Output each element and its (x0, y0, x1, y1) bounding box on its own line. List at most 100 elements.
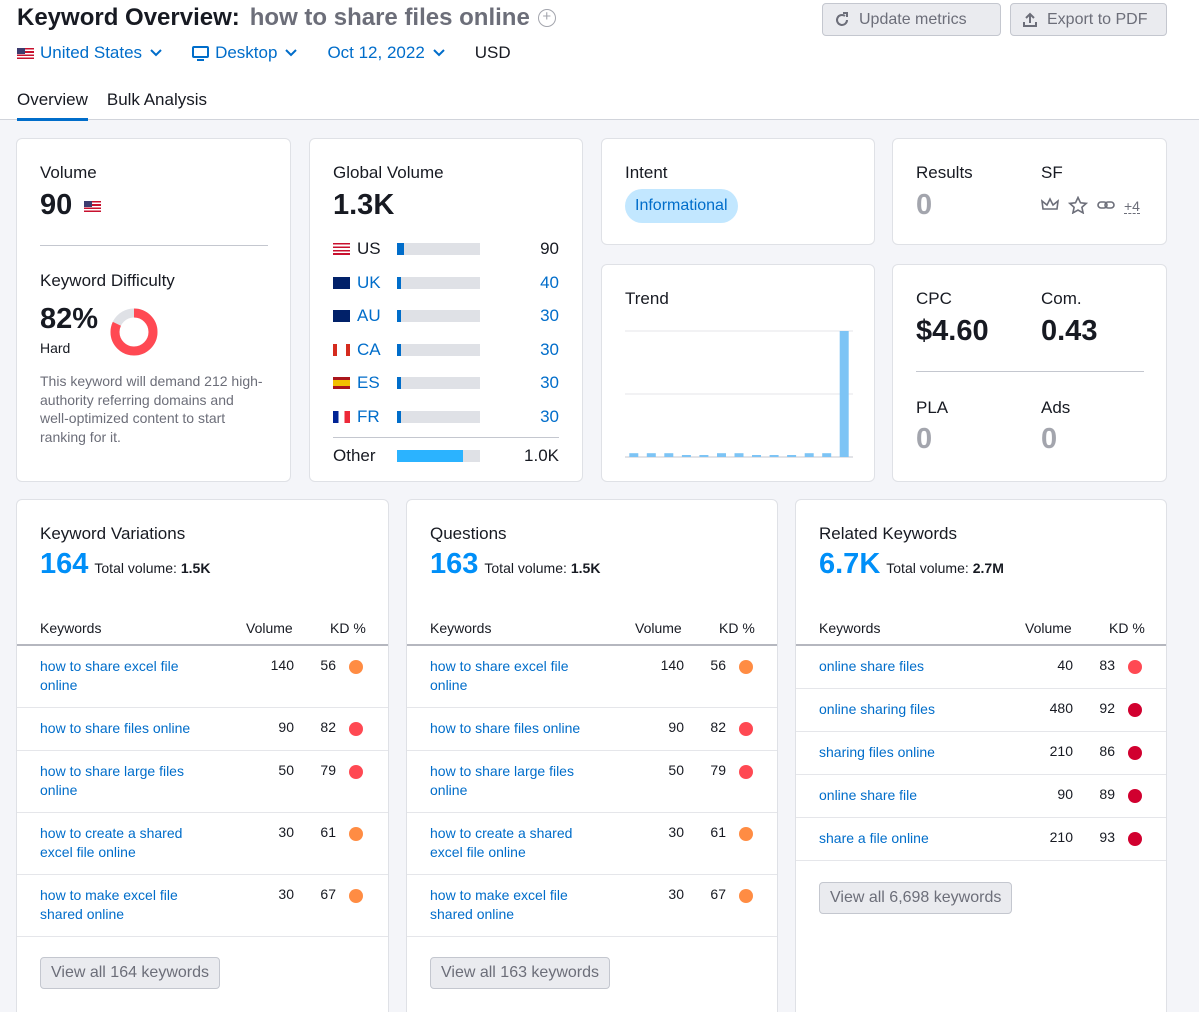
chevron-down-icon (433, 49, 445, 57)
keyword-link[interactable]: how to share large files online (40, 763, 184, 798)
keyword-link[interactable]: how to share large files online (430, 763, 574, 798)
trend-bar[interactable] (717, 453, 726, 457)
keyword-link[interactable]: online sharing files (819, 701, 935, 717)
view-all-button[interactable]: View all 6,698 keywords (819, 882, 1013, 914)
kd-dot-icon (739, 722, 753, 736)
kd-dot-icon (1128, 660, 1142, 674)
table-row: sharing files online 210 86 (796, 732, 1166, 775)
gv-bar-fill (397, 411, 401, 423)
com-label: Com. (1041, 289, 1082, 308)
volume-cell: 40 (1057, 657, 1073, 673)
trend-chart (625, 330, 853, 458)
trend-bar[interactable] (769, 455, 779, 457)
gv-code: US (357, 239, 381, 258)
total-volume-value: 2.7M (972, 560, 1004, 576)
gv-row-es[interactable]: ES 30 (333, 372, 559, 394)
trend-bar[interactable] (646, 453, 656, 457)
trend-bar[interactable] (699, 455, 709, 457)
gv-row-fr[interactable]: FR 30 (333, 406, 559, 428)
pla-label: PLA (916, 398, 949, 417)
au-flag-icon (333, 310, 350, 323)
sf-more[interactable]: +4 (1124, 198, 1140, 214)
kd-description: This keyword will demand 212 high-author… (40, 373, 263, 445)
kd-cell: 83 (1099, 657, 1115, 673)
cpc-label: CPC (916, 289, 952, 308)
add-icon[interactable]: + (537, 9, 556, 27)
page-title: Keyword Overview: (17, 4, 240, 31)
chevron-down-icon (150, 49, 162, 57)
date-label: Oct 12, 2022 (327, 43, 425, 62)
keyword-link[interactable]: how to make excel file shared online (430, 887, 568, 922)
volume-cell: 480 (1049, 700, 1073, 716)
questions-card: Questions 163 Total volume: 1.5K Keyword… (406, 499, 778, 1012)
total-volume-value: 1.5K (570, 560, 601, 576)
gv-row-ca[interactable]: CA 30 (333, 339, 559, 361)
table-header: Keywords Volume KD % (407, 610, 777, 646)
section-count: 6.7K Total volume: 2.7M (819, 548, 1004, 581)
gv-row-uk[interactable]: UK 40 (333, 272, 559, 294)
keyword-link[interactable]: how to share files online (430, 720, 581, 736)
country-select[interactable]: United States (17, 43, 162, 63)
table-row: online share files 40 83 (796, 646, 1166, 689)
trend-bar[interactable] (681, 455, 691, 457)
keyword-link[interactable]: how to share excel file online (430, 658, 569, 693)
count-value[interactable]: 6.7K (819, 548, 881, 580)
gv-value: 30 (540, 373, 559, 393)
country-label: United States (40, 43, 143, 62)
trend-bar[interactable] (839, 331, 849, 457)
global-volume-value: 1.3K (333, 189, 395, 221)
keyword-link[interactable]: online share files (819, 658, 925, 674)
star-icon[interactable] (1067, 195, 1089, 217)
keyword-link[interactable]: how to share files online (40, 720, 191, 736)
device-label: Desktop (215, 43, 278, 62)
gv-bar (397, 343, 480, 356)
us-flag-icon (84, 200, 102, 212)
tab-bulk-analysis[interactable]: Bulk Analysis (106, 90, 208, 109)
keyword-link[interactable]: online share file (819, 787, 918, 803)
trend-card: Trend (601, 264, 875, 482)
trend-bar[interactable] (752, 455, 761, 457)
link-icon[interactable] (1096, 196, 1116, 217)
fr-flag-icon (333, 411, 350, 423)
gv-row-au[interactable]: AU 30 (333, 305, 559, 327)
trend-bar[interactable] (804, 453, 814, 457)
kd-dot-icon (739, 765, 753, 779)
divider (40, 245, 268, 246)
count-value[interactable]: 163 (430, 548, 479, 580)
date-select[interactable]: Oct 12, 2022 (327, 43, 445, 63)
page-title-row: Keyword Overview: how to share files onl… (17, 4, 556, 32)
gv-value: 30 (540, 339, 559, 359)
trend-bar[interactable] (787, 455, 797, 457)
keyword-link[interactable]: how to create a shared excel file online (40, 825, 183, 860)
kd-value: 82% (40, 303, 99, 335)
keyword-link[interactable]: sharing files online (819, 744, 935, 760)
keyword-link[interactable]: share a file online (819, 830, 929, 846)
volume-cell: 210 (1049, 743, 1073, 759)
keyword-link[interactable]: how to make excel file shared online (40, 887, 178, 922)
device-select[interactable]: Desktop (192, 43, 298, 63)
export-pdf-button[interactable]: Export to PDF (1010, 3, 1167, 36)
keyword-link[interactable]: how to share excel file online (40, 658, 179, 693)
table-row: online share file 90 89 (796, 775, 1166, 818)
crown-icon[interactable] (1040, 196, 1060, 217)
ads-value: 0 (1041, 423, 1058, 455)
kd-donut-arc (110, 308, 158, 356)
update-metrics-button[interactable]: Update metrics (822, 3, 1001, 36)
kd-dot-icon (349, 765, 363, 779)
tab-overview[interactable]: Overview (17, 90, 88, 121)
view-all-button[interactable]: View all 163 keywords (430, 957, 611, 989)
update-metrics-label: Update metrics (859, 10, 967, 28)
kd-cell: 89 (1099, 786, 1115, 802)
volume-label: Volume (40, 163, 97, 182)
trend-bar[interactable] (822, 453, 832, 457)
keyword-link[interactable]: how to create a shared excel file online (430, 825, 573, 860)
trend-bar[interactable] (734, 453, 744, 457)
trend-bar[interactable] (629, 453, 639, 457)
kd-cell: 86 (1099, 743, 1115, 759)
trend-bar[interactable] (664, 453, 674, 457)
volume-cell: 30 (278, 886, 294, 902)
table-row: how to make excel file shared online 30 67 (17, 875, 388, 937)
count-value[interactable]: 164 (40, 548, 89, 580)
table-row: how to create a shared excel file online… (17, 813, 388, 875)
view-all-button[interactable]: View all 164 keywords (40, 957, 221, 989)
